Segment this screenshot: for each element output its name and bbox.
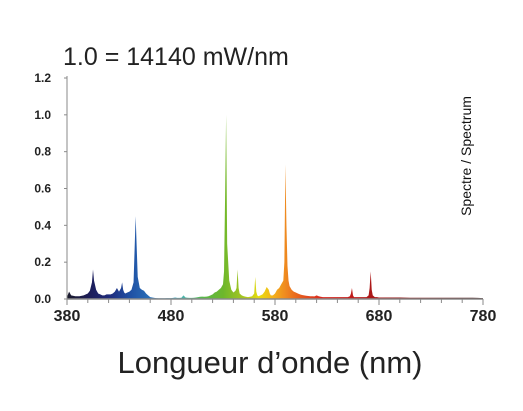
chart-title: 1.0 = 14140 mW/nm [63, 43, 289, 71]
spectrum-side-label: Spectre / Spectrum [458, 96, 474, 216]
x-tick-label: 680 [366, 308, 393, 325]
y-tick-label: 1.2 [34, 71, 51, 85]
x-tick-label: 480 [158, 308, 185, 325]
x-axis-label: Longueur d’onde (nm) [117, 345, 422, 380]
y-axis: 0.0 0.2 0.4 0.6 0.8 1.0 1.2 [34, 71, 68, 306]
spectrum-area [67, 114, 483, 299]
x-tick-label: 580 [262, 308, 289, 325]
y-tick-label: 0.8 [34, 145, 51, 159]
y-tick-label: 0.4 [34, 218, 51, 232]
y-tick-label: 0.2 [34, 255, 51, 269]
y-tick-label: 0.0 [34, 292, 51, 306]
x-tick-label: 780 [470, 308, 497, 325]
x-tick-label: 380 [54, 308, 81, 325]
y-tick-label: 0.6 [34, 182, 51, 196]
x-axis: 380 480 580 680 780 [54, 298, 497, 325]
plot-area [67, 114, 483, 299]
y-tick-label: 1.0 [34, 108, 51, 122]
